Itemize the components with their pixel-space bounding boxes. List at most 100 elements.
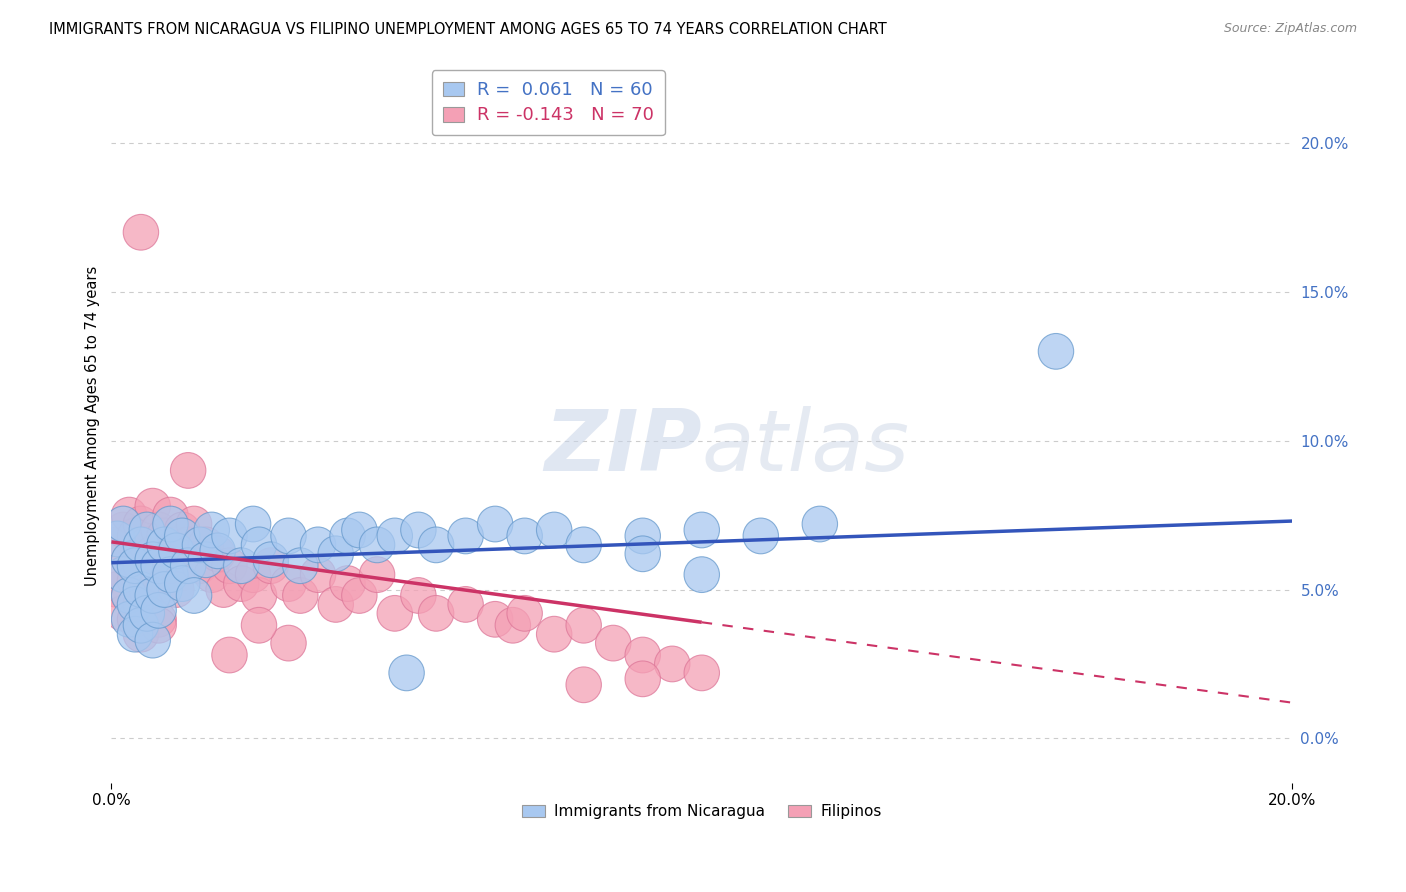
Ellipse shape (224, 548, 259, 583)
Ellipse shape (283, 548, 318, 583)
Ellipse shape (135, 578, 170, 614)
Ellipse shape (271, 518, 307, 554)
Ellipse shape (124, 616, 159, 652)
Ellipse shape (117, 616, 153, 652)
Ellipse shape (449, 587, 484, 623)
Ellipse shape (141, 592, 176, 628)
Ellipse shape (655, 646, 690, 681)
Ellipse shape (111, 541, 146, 578)
Ellipse shape (129, 527, 165, 563)
Ellipse shape (135, 578, 170, 614)
Ellipse shape (224, 566, 259, 601)
Ellipse shape (253, 548, 288, 583)
Ellipse shape (478, 601, 513, 637)
Ellipse shape (124, 506, 159, 541)
Ellipse shape (141, 512, 176, 548)
Ellipse shape (537, 616, 572, 652)
Ellipse shape (212, 548, 247, 583)
Ellipse shape (449, 518, 484, 554)
Ellipse shape (283, 578, 318, 614)
Ellipse shape (330, 566, 366, 601)
Ellipse shape (596, 625, 631, 661)
Ellipse shape (165, 566, 200, 601)
Ellipse shape (135, 623, 170, 658)
Ellipse shape (401, 512, 436, 548)
Text: IMMIGRANTS FROM NICARAGUA VS FILIPINO UNEMPLOYMENT AMONG AGES 65 TO 74 YEARS COR: IMMIGRANTS FROM NICARAGUA VS FILIPINO UN… (49, 22, 887, 37)
Ellipse shape (330, 518, 366, 554)
Ellipse shape (146, 518, 183, 554)
Y-axis label: Unemployment Among Ages 65 to 74 years: Unemployment Among Ages 65 to 74 years (86, 266, 100, 586)
Ellipse shape (117, 518, 153, 554)
Ellipse shape (495, 607, 530, 643)
Ellipse shape (111, 497, 146, 533)
Ellipse shape (212, 518, 247, 554)
Ellipse shape (242, 607, 277, 643)
Ellipse shape (508, 518, 543, 554)
Ellipse shape (685, 512, 720, 548)
Ellipse shape (301, 527, 336, 563)
Ellipse shape (253, 541, 288, 578)
Ellipse shape (389, 655, 425, 690)
Ellipse shape (111, 578, 146, 614)
Ellipse shape (377, 518, 412, 554)
Ellipse shape (567, 607, 602, 643)
Ellipse shape (153, 557, 188, 592)
Ellipse shape (360, 557, 395, 592)
Ellipse shape (129, 572, 165, 607)
Ellipse shape (117, 563, 153, 599)
Ellipse shape (111, 541, 146, 578)
Ellipse shape (200, 536, 235, 572)
Ellipse shape (165, 512, 200, 548)
Ellipse shape (105, 512, 141, 548)
Ellipse shape (235, 557, 271, 592)
Ellipse shape (318, 587, 353, 623)
Ellipse shape (105, 557, 141, 592)
Ellipse shape (377, 596, 412, 632)
Ellipse shape (170, 452, 205, 488)
Ellipse shape (170, 527, 205, 563)
Ellipse shape (188, 541, 224, 578)
Ellipse shape (176, 578, 212, 614)
Ellipse shape (141, 548, 176, 583)
Ellipse shape (342, 512, 377, 548)
Ellipse shape (146, 527, 183, 563)
Ellipse shape (685, 557, 720, 592)
Ellipse shape (205, 572, 242, 607)
Ellipse shape (170, 548, 205, 583)
Ellipse shape (141, 607, 176, 643)
Ellipse shape (419, 596, 454, 632)
Legend: Immigrants from Nicaragua, Filipinos: Immigrants from Nicaragua, Filipinos (516, 798, 887, 825)
Ellipse shape (200, 533, 235, 569)
Ellipse shape (153, 497, 188, 533)
Ellipse shape (100, 572, 135, 607)
Ellipse shape (153, 548, 188, 583)
Ellipse shape (183, 527, 218, 563)
Ellipse shape (744, 518, 779, 554)
Ellipse shape (135, 488, 170, 524)
Ellipse shape (117, 601, 153, 637)
Ellipse shape (401, 578, 436, 614)
Ellipse shape (801, 506, 838, 541)
Ellipse shape (129, 596, 165, 632)
Ellipse shape (146, 566, 183, 601)
Ellipse shape (141, 557, 176, 592)
Ellipse shape (105, 557, 141, 592)
Ellipse shape (318, 536, 353, 572)
Ellipse shape (124, 572, 159, 607)
Ellipse shape (194, 557, 229, 592)
Text: ZIP: ZIP (544, 406, 702, 489)
Ellipse shape (141, 601, 176, 637)
Ellipse shape (626, 536, 661, 572)
Ellipse shape (100, 521, 135, 557)
Ellipse shape (360, 527, 395, 563)
Ellipse shape (105, 506, 141, 541)
Ellipse shape (129, 512, 165, 548)
Ellipse shape (626, 661, 661, 697)
Ellipse shape (159, 533, 194, 569)
Ellipse shape (567, 667, 602, 703)
Ellipse shape (176, 506, 212, 541)
Ellipse shape (301, 557, 336, 592)
Ellipse shape (146, 572, 183, 607)
Ellipse shape (165, 518, 200, 554)
Ellipse shape (111, 601, 146, 637)
